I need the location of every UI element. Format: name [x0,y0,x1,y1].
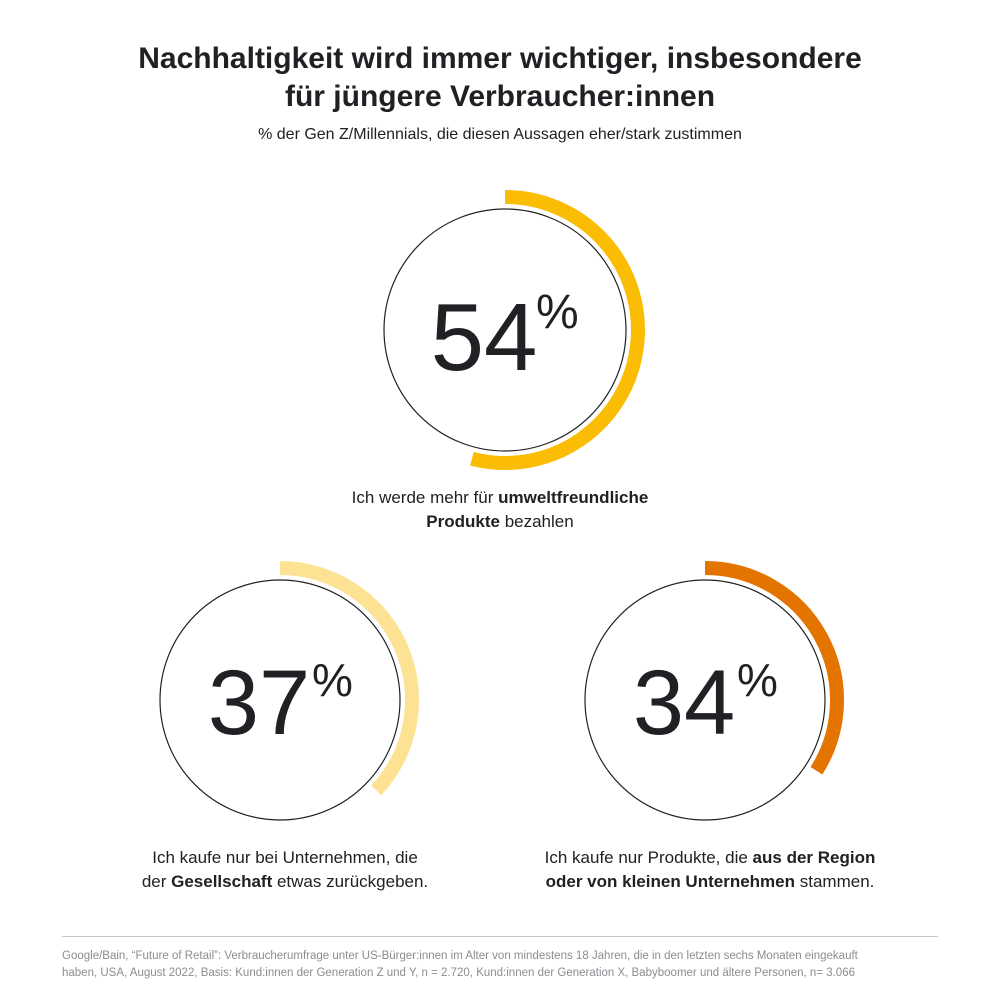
chart-title-line: für jüngere Verbraucher:innen [284,80,716,113]
donut-caption-1: Ich werde mehr für umweltfreundliche Pro… [310,486,690,534]
donut-svg-3: 34 % [584,561,844,821]
chart-subtitle: % der Gen Z/Millennials, die diesen Auss… [258,126,742,143]
donut-chart-1: 54 % [370,190,645,470]
source-line: Google/Bain, “Future of Retail”: Verbrau… [62,950,858,962]
chart-title-line: Nachhaltigkeit wird immer wichtiger, ins… [138,42,862,75]
donut-caption-3: Ich kaufe nur Produkte, die aus der Regi… [500,846,920,894]
chart-title: Nachhaltigkeit wird immer wichtiger, ins… [0,40,1000,116]
donut-value-arc [704,561,844,775]
donut-svg-1: 54 % [383,190,645,470]
donut-outline [584,579,826,821]
caption-line: der Gesellschaft etwas zurückgeben. [90,870,480,894]
source-note: Google/Bain, “Future of Retail”: Verbrau… [62,948,942,982]
caption-line: Produkte bezahlen [310,510,690,534]
caption-text: Ich kaufe nur Produkte, die [544,848,753,867]
donut-value-label: 34 [633,652,735,754]
donut-value-label: 54 [431,284,538,391]
caption-bold-text: Gesellschaft [171,872,273,891]
caption-text: stammen. [795,872,875,891]
caption-text: bezahlen [499,512,574,531]
caption-bold-text: aus der Region [752,848,876,867]
caption-text: der [141,872,172,891]
caption-line: Ich kaufe nur Produkte, die aus der Regi… [500,846,920,870]
donut-chart-3: 34 % [570,561,844,842]
caption-line: Ich werde mehr für umweltfreundliche [310,486,690,510]
caption-line: Ich kaufe nur bei Unternehmen, die [90,846,480,870]
caption-bold-text: oder von kleinen Unternehmen [545,872,796,891]
footer-divider [62,936,938,937]
donut-unit-label: % [536,286,579,339]
donut-chart-2: 37 % [145,561,419,842]
donut-unit-label: % [737,654,778,706]
donut-svg-2: 37 % [159,561,419,821]
caption-text: Ich werde mehr für [351,488,499,507]
donut-value-arc [279,561,419,796]
caption-bold-text: Produkte [426,512,500,531]
donut-unit-label: % [312,654,353,706]
caption-text: etwas zurückgeben. [272,872,429,891]
donut-value-label: 37 [208,652,310,754]
caption-line: oder von kleinen Unternehmen stammen. [500,870,920,894]
caption-bold-text: umweltfreundliche [498,488,649,507]
donut-outline [159,579,401,821]
donut-value-arc [470,190,645,470]
donut-caption-2: Ich kaufe nur bei Unternehmen, die der G… [90,846,480,894]
source-line: haben, USA, August 2022, Basis: Kund:inn… [62,967,855,979]
caption-text: Ich kaufe nur bei Unternehmen, die [152,848,418,867]
donut-outline [383,208,627,452]
